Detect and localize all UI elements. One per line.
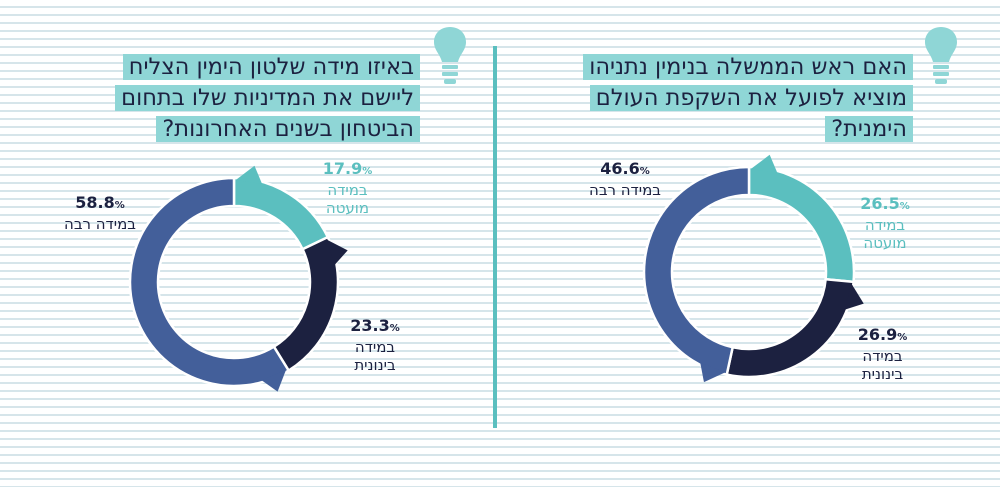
- left-slice-small-pointer: [235, 165, 263, 184]
- right-question-line-3: הימנית?: [825, 116, 913, 142]
- left-label-small: 17.9% במידה מועטה: [322, 159, 373, 218]
- lightbulb-icon: [434, 27, 466, 84]
- panel-divider: [493, 46, 497, 428]
- right-label-small-line-1: במידה: [864, 216, 906, 234]
- right-slice-small-pointer: [750, 154, 778, 173]
- right-value-small: 26.5: [860, 194, 900, 213]
- right-value-large: 46.6: [600, 159, 640, 178]
- right-slice-small: [747, 165, 856, 284]
- right-question: האם ראש הממשלה בנימין נתניהו מוציא לפועל…: [533, 52, 913, 145]
- left-question-line-1: באיזו מידה שלטון הימין הצליח: [122, 54, 420, 80]
- left-label-large-line-1: במידה רבה: [64, 215, 136, 233]
- right-label-large-line-1: במידה רבה: [589, 181, 661, 199]
- lightbulb-icon: [925, 27, 957, 84]
- right-question-line-2: מוציא לפועל את השקפת העולם: [589, 85, 913, 111]
- left-slice-large: [128, 176, 291, 388]
- left-question-line-2: ליישם את המדיניות שלו בתחום: [115, 85, 420, 111]
- right-slice-large-pointer: [700, 362, 726, 383]
- left-label-small-line-1: במידה: [327, 181, 368, 199]
- right-donut-chart: [642, 154, 864, 383]
- right-slice-large: [642, 165, 751, 377]
- right-label-small: 26.5% במידה מועטה: [860, 194, 910, 253]
- right-label-medium-line-2: בינונית: [861, 365, 904, 383]
- right-label-medium-line-1: במידה: [862, 347, 903, 365]
- left-donut-chart: [128, 165, 348, 392]
- left-value-small: 17.9: [322, 159, 363, 178]
- left-value-large: 58.8: [75, 193, 115, 212]
- left-question: באיזו מידה שלטון הימין הצליח ליישם את המ…: [40, 52, 420, 145]
- left-question-line-3: הביטחון בשנים האחרונות?: [156, 116, 420, 142]
- left-label-small-line-2: מועטה: [325, 199, 370, 217]
- left-slice-medium-pointer: [326, 239, 348, 266]
- left-label-medium: 23.3% במידה בינונית: [350, 316, 400, 375]
- left-label-medium-line-1: במידה: [354, 338, 396, 356]
- right-label-small-line-2: מועטה: [863, 234, 907, 252]
- right-label-medium: 26.9% במידה בינונית: [857, 325, 908, 384]
- right-question-line-1: האם ראש הממשלה בנימין נתניהו: [583, 54, 913, 80]
- left-slice-large-pointer: [261, 369, 287, 392]
- left-value-medium: 23.3: [350, 316, 390, 335]
- left-label-medium-line-2: בינונית: [354, 356, 396, 374]
- right-slice-medium-pointer: [844, 283, 864, 310]
- right-label-large: 46.6% במידה רבה: [589, 159, 661, 200]
- left-label-large: 58.8% במידה רבה: [64, 193, 136, 234]
- right-value-medium: 26.9: [857, 325, 898, 344]
